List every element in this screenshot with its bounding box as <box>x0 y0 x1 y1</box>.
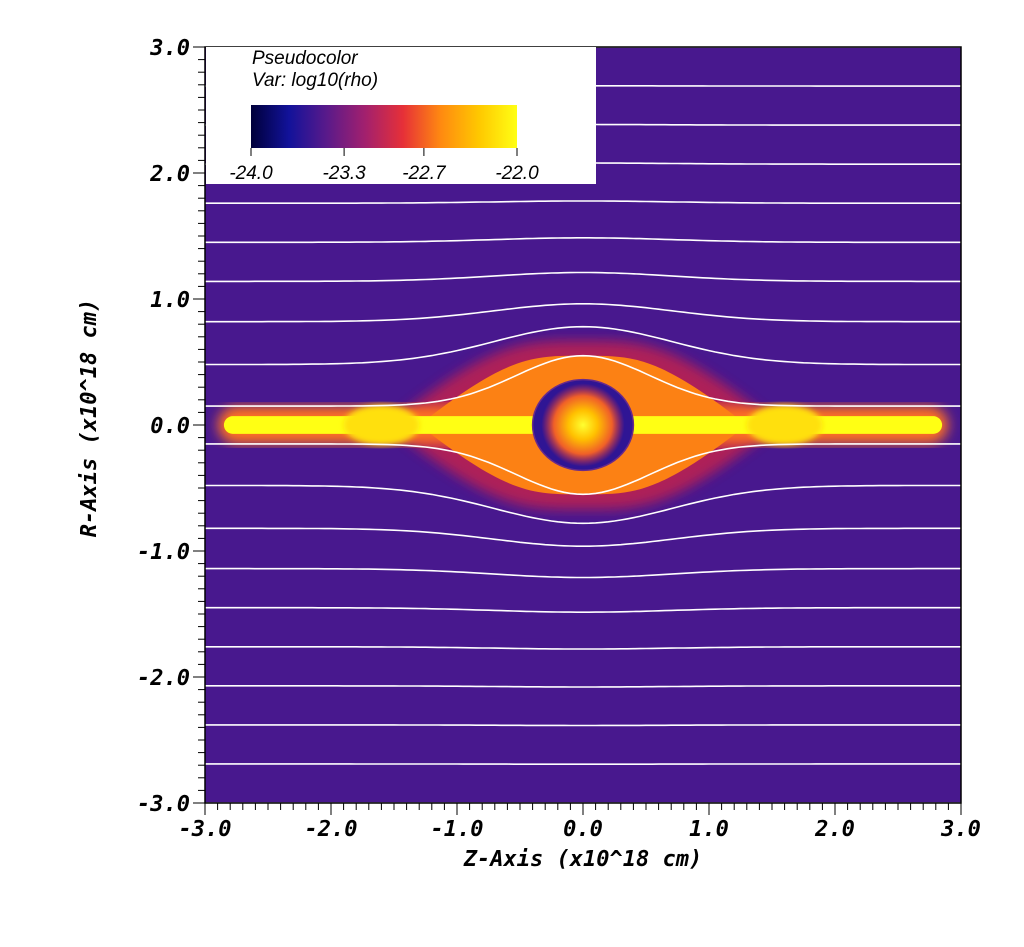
y-tick-label: -1.0 <box>137 540 190 565</box>
x-tick-label: -3.0 <box>179 817 232 842</box>
x-tick-label: 2.0 <box>814 817 855 842</box>
x-tick-label: 1.0 <box>689 817 729 842</box>
streamline <box>205 684 961 688</box>
disk-bulge-right <box>746 405 823 445</box>
y-tick-label: 2.0 <box>149 162 190 187</box>
y-axis-title: R-Axis (x10^18 cm) <box>77 299 102 537</box>
streamline <box>205 645 961 650</box>
streamline <box>205 724 961 727</box>
streamline <box>205 325 961 366</box>
y-tick-label: 3.0 <box>149 36 190 61</box>
density-features <box>217 340 949 510</box>
streamline <box>205 200 961 204</box>
colorbar <box>251 105 517 148</box>
colorbar-tick-label: -23.3 <box>322 163 366 184</box>
colorbar-ticks: -24.0 -23.3 -22.7 -22.0 <box>229 148 539 184</box>
colorbar-tick-label: -22.0 <box>495 163 539 184</box>
x-tick-label: 0.0 <box>563 817 603 842</box>
x-tick-label: -2.0 <box>305 817 358 842</box>
legend-variable: Var: log10(rho) <box>252 70 378 91</box>
x-axis-title: Z-Axis (x10^18 cm) <box>463 847 702 872</box>
legend-title: Pseudocolor <box>252 48 358 69</box>
y-tick-label: 0.0 <box>150 414 190 439</box>
x-axis: -3.0 -2.0 -1.0 0.0 1.0 2.0 3.0 <box>179 803 981 842</box>
streamline <box>205 237 961 244</box>
x-tick-label: -1.0 <box>431 817 484 842</box>
y-tick-label: -3.0 <box>137 792 190 817</box>
streamline <box>205 484 961 525</box>
streamline <box>205 567 961 579</box>
colorbar-tick-label: -24.0 <box>229 163 273 184</box>
streamline <box>205 302 961 323</box>
streamline <box>205 354 961 407</box>
streamline <box>205 271 961 283</box>
x-tick-label: 3.0 <box>940 817 981 842</box>
legend: Pseudocolor Var: log10(rho) -24.0 -23.3 -2… <box>206 47 596 184</box>
colorbar-tick-label: -22.7 <box>402 163 447 184</box>
streamline <box>205 527 961 548</box>
streamline <box>205 606 961 614</box>
disk-bulge-left <box>343 405 420 445</box>
y-tick-label: 1.0 <box>150 288 190 313</box>
y-tick-label: -2.0 <box>137 666 190 691</box>
streamline <box>205 443 961 496</box>
core <box>541 383 625 467</box>
y-axis: 3.0 2.0 1.0 0.0 -1.0 -2.0 -3.0 <box>137 36 205 817</box>
